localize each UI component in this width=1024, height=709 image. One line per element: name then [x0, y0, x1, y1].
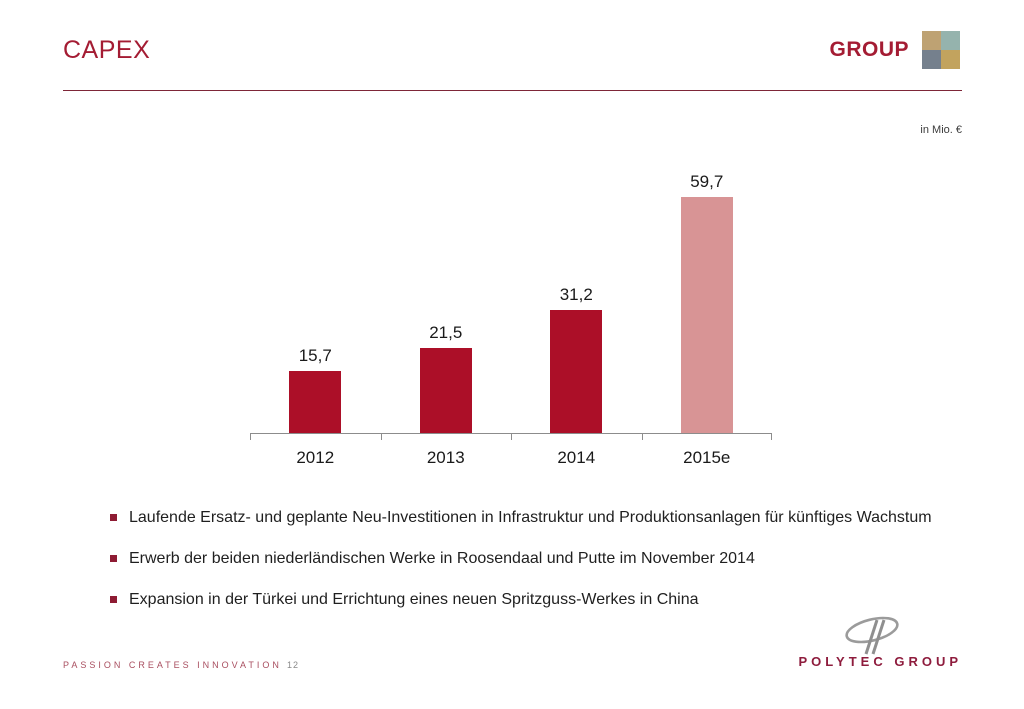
bar-slot-2015e: 59,7 — [642, 172, 773, 433]
x-axis-label-2013: 2013 — [426, 448, 465, 467]
chart-category-labels: 2012 2013 2014 2015e — [250, 439, 772, 468]
bullet-list: Laufende Ersatz- und geplante Neu-Invest… — [110, 508, 940, 631]
capex-bar-chart: 15,7 21,5 31,2 59,7 2012 2013 2014 2015e — [250, 148, 772, 468]
bar-value-label-2013: 21,5 — [429, 323, 463, 342]
polytec-logo: POLYTEC GROUP — [752, 616, 962, 674]
bar-slot-2014: 31,2 — [511, 285, 642, 433]
axis-tick — [771, 434, 772, 440]
brand-square — [922, 31, 941, 50]
axis-tick — [511, 434, 512, 440]
bar-value-label-2015e: 59,7 — [690, 172, 724, 191]
bar-slot-2013: 21,5 — [381, 323, 512, 433]
bar-2013 — [419, 348, 472, 433]
footer-tagline: PASSION CREATES INNOVATION — [63, 660, 282, 670]
header-divider — [63, 90, 962, 91]
bar-2015e — [680, 197, 733, 433]
bar-value-label-2014: 31,2 — [559, 285, 593, 304]
bar-2012 — [289, 371, 342, 433]
brand-square — [922, 50, 941, 69]
bar-value-label-2012: 15,7 — [298, 346, 332, 365]
axis-tick — [250, 434, 251, 440]
axis-tick — [380, 434, 382, 440]
brand-squares-icon — [922, 31, 960, 69]
x-axis-label-2014: 2014 — [557, 448, 596, 467]
bar-slot-2012: 15,7 — [250, 346, 381, 433]
chart-plot-area: 15,7 21,5 31,2 59,7 — [250, 148, 772, 433]
square-bullet-icon — [110, 596, 117, 603]
chart-unit-label: in Mio. € — [920, 124, 962, 136]
bullet-text: Expansion in der Türkei und Errichtung e… — [129, 591, 699, 608]
brand-square — [941, 31, 960, 50]
polytec-logo-text: POLYTEC GROUP — [798, 654, 962, 669]
bar-2014 — [550, 310, 603, 433]
brand-word: GROUP — [829, 38, 909, 61]
bullet-text: Erwerb der beiden niederländischen Werke… — [129, 550, 755, 567]
chart-x-axis — [250, 433, 772, 440]
square-bullet-icon — [110, 555, 117, 562]
header-brand: GROUP — [829, 31, 960, 69]
x-axis-label-2012: 2012 — [296, 448, 335, 467]
brand-square — [941, 50, 960, 69]
list-item: Expansion in der Türkei und Errichtung e… — [110, 590, 940, 610]
list-item: Erwerb der beiden niederländischen Werke… — [110, 549, 940, 569]
square-bullet-icon — [110, 514, 117, 521]
bullet-text: Laufende Ersatz- und geplante Neu-Invest… — [129, 509, 932, 526]
polytec-mark-icon — [845, 616, 899, 655]
slide-title: CAPEX — [63, 36, 151, 64]
axis-tick — [641, 434, 643, 440]
page-number: 12 — [287, 660, 300, 670]
x-axis-label-2015e: 2015e — [683, 448, 731, 467]
list-item: Laufende Ersatz- und geplante Neu-Invest… — [110, 508, 940, 528]
